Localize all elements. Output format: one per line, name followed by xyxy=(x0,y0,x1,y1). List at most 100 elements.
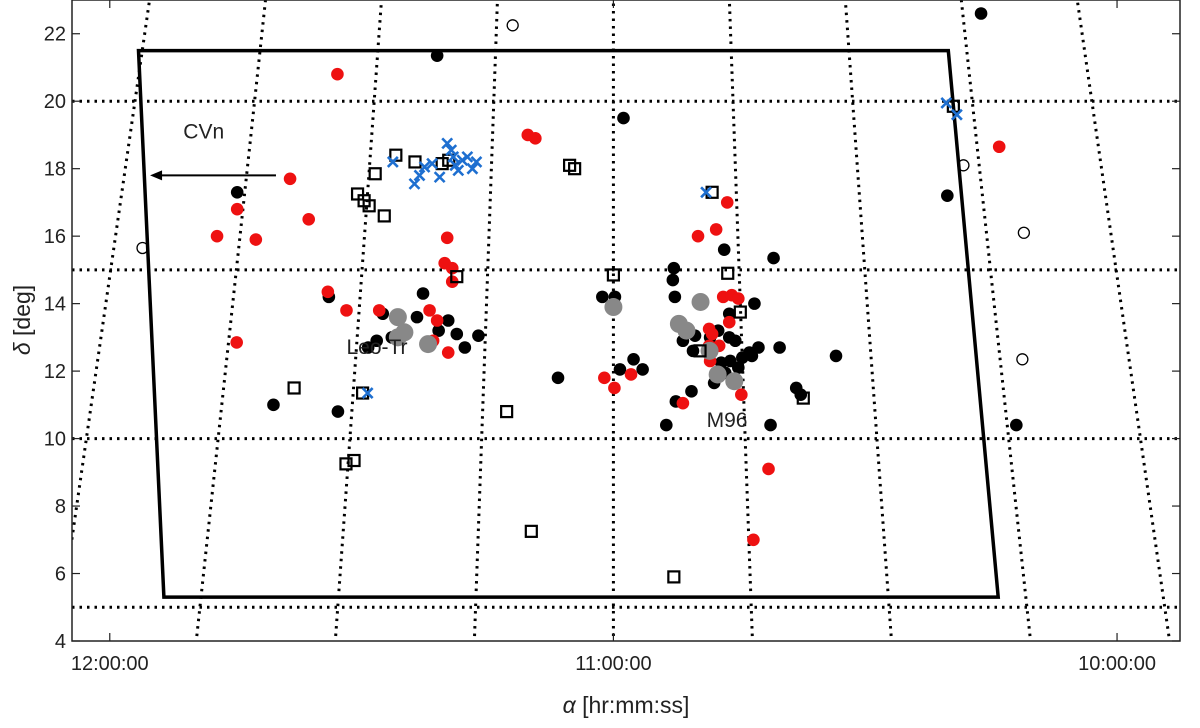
point-red xyxy=(598,371,611,385)
direction-arrow xyxy=(150,170,276,181)
point-black xyxy=(686,344,700,358)
point-black xyxy=(974,7,988,20)
point-black xyxy=(728,334,742,348)
y-tick-label: 12 xyxy=(44,361,66,383)
point-red xyxy=(302,212,316,226)
point-x xyxy=(441,137,454,150)
point-square xyxy=(667,570,681,584)
point-x xyxy=(418,161,431,173)
point-red xyxy=(529,132,542,145)
survey-footprint xyxy=(136,48,1001,599)
point-x xyxy=(940,96,953,109)
x-tick-label: 11:00:00 xyxy=(575,653,651,675)
point-square xyxy=(347,453,361,468)
point-black xyxy=(441,314,455,327)
point-red xyxy=(735,388,748,402)
point-gray xyxy=(395,323,414,342)
point-red xyxy=(423,304,436,317)
point-black xyxy=(764,418,777,432)
point-square xyxy=(377,209,391,223)
point-black xyxy=(666,273,680,287)
point-red xyxy=(722,315,736,329)
point-square xyxy=(450,270,464,284)
y-tick-label: 6 xyxy=(55,564,66,586)
point-red xyxy=(691,229,705,243)
point-x xyxy=(413,169,426,182)
point-black xyxy=(773,341,786,354)
point-black xyxy=(636,363,649,376)
annotations: CVn Leo-Tr M96 xyxy=(150,120,747,432)
point-black xyxy=(458,341,472,354)
point-black xyxy=(430,49,444,62)
point-red xyxy=(676,396,690,410)
x-tick-label: 12:00:00 xyxy=(71,653,149,675)
point-black xyxy=(1010,418,1023,432)
point-square xyxy=(733,305,747,319)
point-square xyxy=(693,344,707,358)
point-square xyxy=(721,266,735,280)
point-gray xyxy=(691,292,710,311)
point-black xyxy=(732,361,745,375)
point-red xyxy=(321,285,335,299)
y-tick-label: 10 xyxy=(44,429,66,451)
grid-ra-line xyxy=(72,0,152,549)
point-gray xyxy=(388,308,407,327)
point-black xyxy=(767,251,780,265)
point-open-circle xyxy=(957,159,970,172)
point-open-circle xyxy=(1016,353,1029,366)
point-black xyxy=(416,287,430,300)
point-x xyxy=(466,162,479,175)
point-red xyxy=(230,202,244,216)
y-axis-label: δ [deg] xyxy=(9,285,35,355)
point-black xyxy=(829,349,843,363)
footprint-outline xyxy=(136,48,1001,599)
point-red xyxy=(441,346,455,359)
point-red xyxy=(331,67,344,81)
point-black xyxy=(596,290,609,304)
grid-ra-line xyxy=(333,0,383,641)
point-red xyxy=(608,381,621,395)
point-x xyxy=(950,108,963,121)
point-gray xyxy=(604,298,623,317)
label-cvn: CVn xyxy=(183,120,224,143)
plot-frame xyxy=(71,0,1181,642)
point-black xyxy=(410,310,424,324)
point-red xyxy=(992,140,1006,154)
point-square xyxy=(606,268,621,282)
grid-ra-line xyxy=(1075,0,1172,641)
point-red xyxy=(230,336,243,349)
point-black xyxy=(717,243,731,256)
point-x xyxy=(433,171,446,184)
grid-ra-line xyxy=(194,0,268,641)
x-tick-label: 10:00:00 xyxy=(1078,653,1156,675)
point-open-circle xyxy=(1017,226,1031,239)
point-square xyxy=(362,199,376,213)
point-x xyxy=(386,156,399,168)
point-square xyxy=(442,153,456,167)
data-points xyxy=(136,7,1031,584)
plot-background xyxy=(72,0,1180,641)
point-black xyxy=(748,297,761,310)
point-black xyxy=(613,363,627,376)
point-gray xyxy=(725,372,744,391)
point-black xyxy=(370,334,384,348)
point-x xyxy=(461,150,474,163)
y-tick-label: 20 xyxy=(44,91,66,113)
point-square xyxy=(524,524,538,538)
point-black xyxy=(472,329,485,342)
point-x xyxy=(361,387,374,399)
point-black xyxy=(659,418,673,432)
y-tick-label: 14 xyxy=(44,294,66,316)
point-red xyxy=(762,462,775,476)
point-red xyxy=(283,172,297,186)
point-x xyxy=(447,150,460,163)
point-red xyxy=(747,533,760,547)
point-red xyxy=(249,233,263,246)
point-red xyxy=(720,196,734,209)
point-gray xyxy=(708,365,727,384)
coordinate-grid xyxy=(72,0,1180,641)
point-x xyxy=(426,157,439,170)
point-x xyxy=(452,164,465,177)
